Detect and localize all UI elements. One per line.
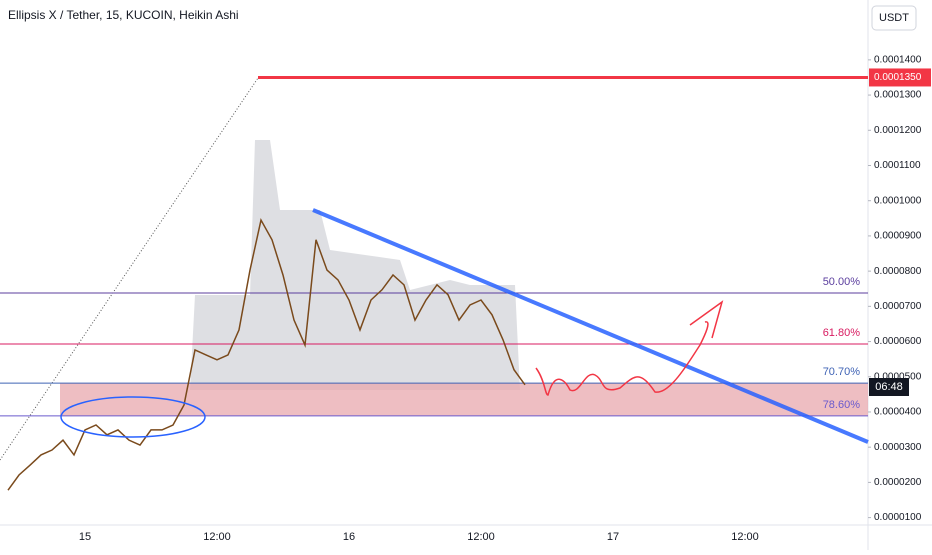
x-tick-label: 15 (79, 531, 91, 543)
circle-drawing (60, 396, 206, 438)
currency[interactable]: USDT (879, 12, 909, 24)
fib-label: 61.80% (823, 327, 861, 339)
y-tick-label: 0.0000600 (874, 336, 922, 347)
countdown-badge (869, 378, 909, 396)
x-tick-label: 12:00 (203, 531, 231, 543)
fib-label: 50.00% (823, 276, 861, 288)
price-badge (869, 68, 931, 87)
countdown: 06:48 (875, 381, 903, 393)
zone (60, 383, 868, 416)
fib-label: 70.70% (823, 366, 861, 378)
y-tick-label: 0.0001400 (874, 54, 922, 65)
y-tick-label: 0.0000500 (874, 371, 922, 382)
fib-label: 78.60% (823, 399, 861, 411)
x-tick-label: 12:00 (467, 531, 495, 543)
fib-diagonal (0, 77, 259, 461)
chart-title: Ellipsis X / Tether, 15, KUCOIN, Heikin … (8, 8, 239, 22)
x-tick-label: 12:00 (731, 531, 759, 543)
x-tick-label: 17 (607, 531, 619, 543)
y-tick-label: 0.0001000 (874, 195, 922, 206)
y-tick-label: 0.0001100 (874, 160, 921, 171)
y-tick-label: 0.0001300 (874, 90, 922, 101)
price-line (7, 217, 526, 491)
projection-drawing (535, 300, 724, 396)
y-tick-label: 0.0000200 (874, 477, 922, 488)
y-tick-label: 0.0000900 (874, 231, 922, 242)
y-tick-label: 0.0000800 (874, 266, 922, 277)
trendline (312, 208, 869, 444)
y-tick-label: 0.0000300 (874, 442, 922, 453)
price-badge-label: 0.0001350 (874, 72, 922, 83)
y-tick-label: 0.0000400 (874, 407, 922, 418)
y-tick-label: 0.0001200 (874, 125, 922, 136)
currency-button[interactable] (871, 5, 917, 31)
shade (190, 140, 520, 390)
y-tick-label: 0.0000100 (874, 512, 922, 523)
heikin-shade (190, 140, 520, 390)
x-tick-label: 16 (343, 531, 355, 543)
y-tick-label: 0.0000700 (874, 301, 922, 312)
